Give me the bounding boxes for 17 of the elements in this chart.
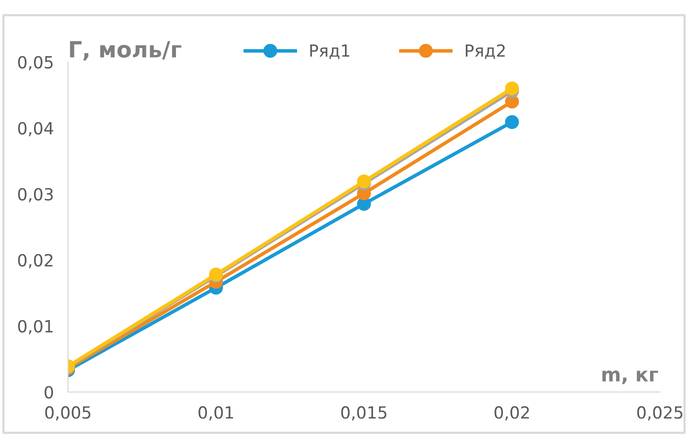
x-tick-label: 0,015 bbox=[341, 406, 386, 420]
x-axis-title: m, кг bbox=[602, 370, 658, 384]
x-tick-label: 0,02 bbox=[494, 406, 529, 420]
y-axis-title: Г, моль/г bbox=[70, 41, 182, 61]
y-tick-label: 0,02 bbox=[18, 254, 52, 268]
y-tick-label: 0,03 bbox=[18, 188, 53, 202]
legend-label: Ряд2 bbox=[466, 44, 505, 59]
y-tick-label: 0,05 bbox=[18, 56, 53, 70]
point bbox=[505, 115, 519, 130]
y-tick-label: 0 bbox=[44, 386, 54, 399]
point bbox=[505, 81, 519, 96]
x-tick-label: 0,01 bbox=[198, 406, 234, 420]
y-tick-label: 0,01 bbox=[18, 320, 53, 334]
y-tick-label: 0,04 bbox=[18, 122, 54, 136]
x-tick-label: 0,005 bbox=[45, 406, 90, 420]
legend-label: Ряд1 bbox=[310, 44, 350, 59]
x-tick-label: 0,025 bbox=[637, 406, 682, 420]
